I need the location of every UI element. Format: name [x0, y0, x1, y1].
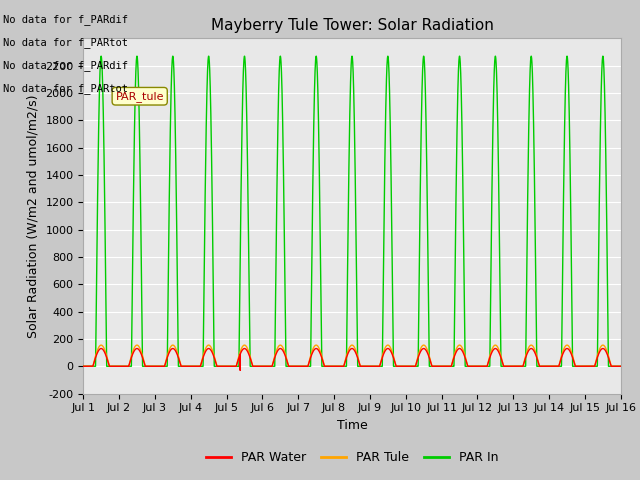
Text: PAR_tule: PAR_tule — [115, 91, 164, 102]
Text: No data for f_PARdif: No data for f_PARdif — [3, 60, 128, 71]
Text: No data for f_PARtot: No data for f_PARtot — [3, 83, 128, 94]
Legend: PAR Water, PAR Tule, PAR In: PAR Water, PAR Tule, PAR In — [201, 446, 503, 469]
Y-axis label: Solar Radiation (W/m2 and umol/m2/s): Solar Radiation (W/m2 and umol/m2/s) — [27, 94, 40, 338]
X-axis label: Time: Time — [337, 419, 367, 432]
Title: Mayberry Tule Tower: Solar Radiation: Mayberry Tule Tower: Solar Radiation — [211, 18, 493, 33]
Text: No data for f_PARdif: No data for f_PARdif — [3, 13, 128, 24]
Text: No data for f_PARtot: No data for f_PARtot — [3, 36, 128, 48]
